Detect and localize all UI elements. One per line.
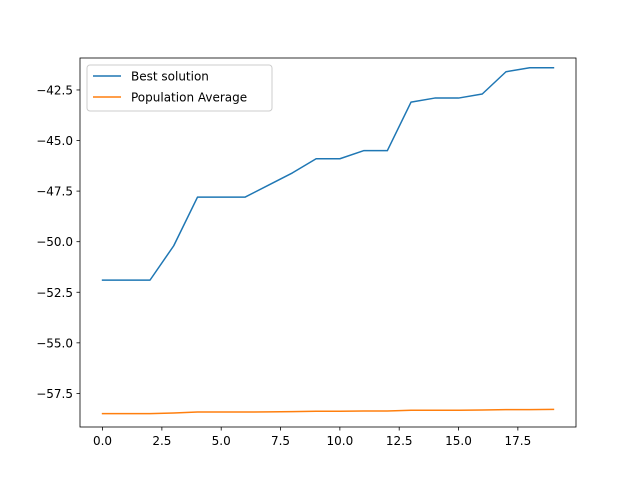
series-line-population-average [101, 408, 555, 415]
series-lines [101, 66, 555, 415]
x-tick-label: 15.0 [445, 434, 472, 448]
y-axis-ticks: −57.5 −55.0 −52.5 −50.0 −47.5 −45.0 −42.5 [36, 83, 80, 401]
legend-box [86, 64, 273, 112]
y-tick-label: −57.5 [36, 387, 73, 401]
x-tick-label: 7.5 [271, 434, 290, 448]
legend-label-best-solution: Best solution [131, 70, 209, 84]
legend-label-population-average: Population Average [131, 91, 247, 105]
x-tick-label: 0.0 [93, 434, 112, 448]
x-tick-label: 10.0 [327, 434, 354, 448]
legend: Best solution Population Average [86, 64, 273, 112]
x-tick-label: 12.5 [386, 434, 413, 448]
x-axis-ticks: 0.0 2.5 5.0 7.5 10.0 12.5 15.0 17.5 [93, 427, 531, 448]
plot-frame [79, 57, 577, 428]
y-tick-label: −52.5 [36, 286, 73, 300]
x-tick-label: 2.5 [152, 434, 171, 448]
y-tick-label: −50.0 [36, 235, 73, 249]
y-tick-label: −45.0 [36, 134, 73, 148]
y-tick-label: −42.5 [36, 83, 73, 97]
y-tick-label: −47.5 [36, 185, 73, 199]
y-tick-label: −55.0 [36, 336, 73, 350]
x-tick-label: 5.0 [212, 434, 231, 448]
x-tick-label: 17.5 [504, 434, 531, 448]
series-line-best-solution [101, 66, 555, 281]
